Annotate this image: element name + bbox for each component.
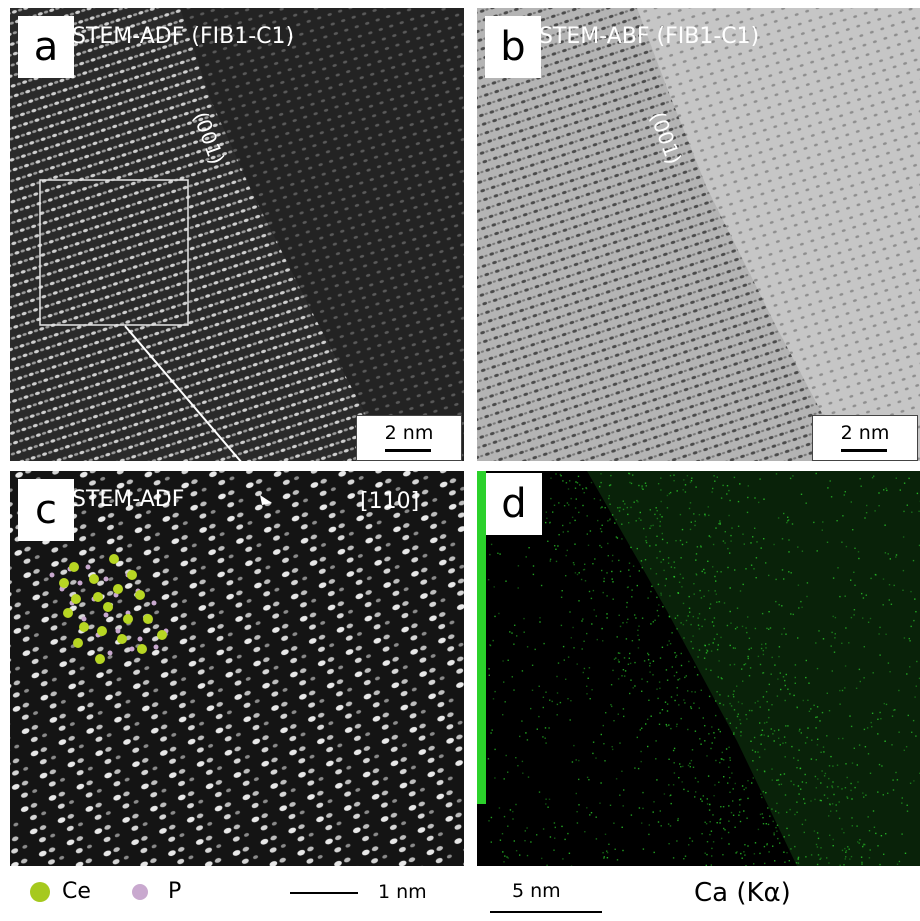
- scale-bar: 2 nm: [812, 415, 918, 461]
- map-edge-strip: [477, 471, 486, 804]
- zoom-arrow-line: [124, 325, 242, 461]
- panel-letter: d: [486, 473, 542, 535]
- abf-lattice-image: [477, 8, 920, 461]
- p-legend-dot: [132, 884, 148, 900]
- ce-legend-dot: [30, 882, 50, 902]
- atom-legend: Ce P 1 nm: [8, 868, 462, 918]
- panel-letter: c: [18, 479, 74, 541]
- zoomed-lattice-image: [10, 471, 464, 866]
- zoom-arrow-head: [260, 495, 272, 505]
- map-scale-bar-label: 5 nm: [512, 880, 561, 902]
- scale-bar-line: [385, 449, 431, 452]
- scale-bar-label: 2 nm: [384, 422, 434, 444]
- scale-bar-label: 2 nm: [840, 422, 890, 444]
- panel-letter: b: [485, 16, 541, 78]
- ce-legend-label: Ce: [62, 879, 91, 904]
- panel-c-adf-zoom: c STEM-ADF [110]: [10, 471, 464, 866]
- panel-d-eds-map: d: [477, 471, 920, 866]
- map-element-label: Ca (Kα): [694, 878, 791, 908]
- panel-title: STEM-ABF (FIB1-C1): [539, 24, 760, 49]
- panel-letter: a: [18, 16, 74, 78]
- legend-scale-bar-line: [290, 892, 358, 894]
- atom-model-overlay: [49, 554, 169, 664]
- panel-title: STEM-ADF: [72, 487, 185, 512]
- p-legend-label: P: [168, 879, 182, 904]
- scale-bar-line: [841, 449, 887, 452]
- map-caption: 5 nm Ca (Kα): [478, 868, 920, 920]
- scale-bar: 2 nm: [356, 415, 462, 461]
- panel-b-abf-image: b STEM-ABF (FIB1-C1) (001) 2 nm: [477, 8, 920, 461]
- legend-scale-bar-label: 1 nm: [378, 881, 427, 903]
- map-scale-bar-line: [490, 911, 602, 913]
- panel-a-adf-image: a STEM-ADF (FIB1-C1) (001) 2 nm: [10, 8, 464, 461]
- zoom-region-box: [39, 179, 189, 326]
- panel-title: STEM-ADF (FIB1-C1): [72, 24, 295, 49]
- zone-axis-label: [110]: [360, 489, 420, 514]
- ca-elemental-map: [477, 471, 920, 866]
- adf-lattice-image: [10, 8, 464, 461]
